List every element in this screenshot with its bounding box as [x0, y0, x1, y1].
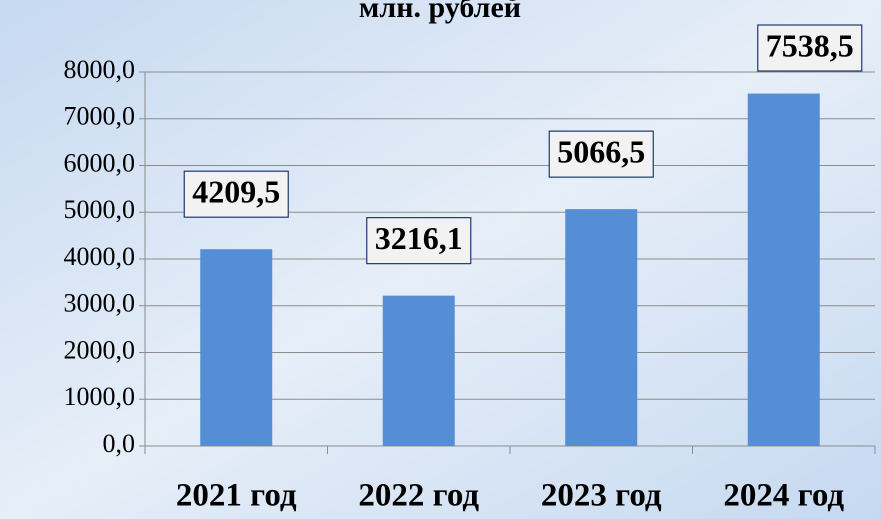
value-label: 7538,5	[766, 27, 854, 63]
bar	[565, 209, 638, 446]
y-tick-label: 1000,0	[64, 382, 136, 411]
bar	[382, 295, 455, 446]
y-tick-label: 6000,0	[64, 148, 136, 177]
bar	[200, 249, 273, 446]
y-tick-label: 5000,0	[64, 195, 136, 224]
x-tick-label: 2024 год	[723, 478, 844, 514]
x-tick-label: 2023 год	[541, 478, 662, 514]
y-tick-label: 8000,0	[64, 55, 136, 84]
bar	[747, 93, 820, 446]
x-tick-label: 2022 год	[358, 478, 479, 514]
chart-title: млн. рублей	[359, 0, 521, 24]
value-label-box	[366, 217, 472, 265]
y-tick-label: 3000,0	[64, 289, 136, 318]
y-tick-label: 2000,0	[64, 335, 136, 364]
y-tick-label: 4000,0	[64, 242, 136, 271]
value-label-box	[757, 24, 863, 72]
y-tick-label: 7000,0	[64, 102, 136, 131]
x-tick-label: 2021 год	[176, 478, 297, 514]
value-label: 4209,5	[192, 174, 280, 210]
value-label: 3216,1	[375, 220, 463, 256]
value-label-box	[183, 170, 289, 218]
value-label-box	[548, 130, 654, 178]
value-label: 5066,5	[557, 133, 645, 169]
y-tick-label: 0,0	[103, 429, 136, 458]
